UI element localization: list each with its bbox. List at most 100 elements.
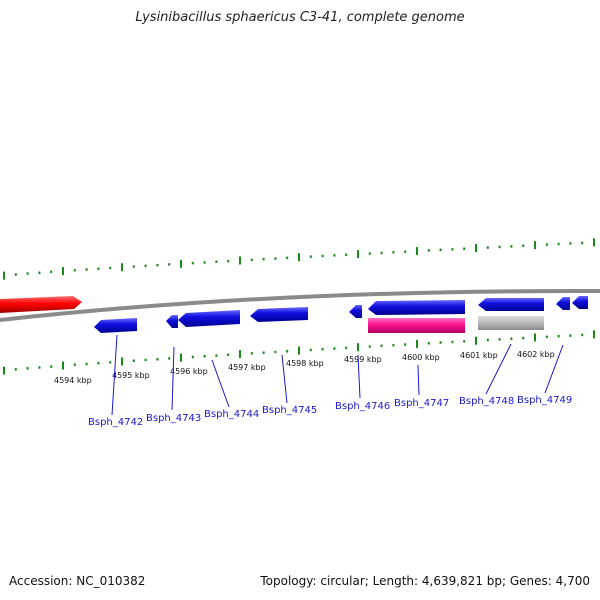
minor-tick <box>109 361 112 364</box>
minor-tick <box>510 337 513 340</box>
pseudogene-feature-bar[interactable] <box>478 316 544 330</box>
minor-tick <box>73 269 76 272</box>
minor-tick <box>156 358 159 361</box>
minor-tick <box>333 254 336 257</box>
minor-tick <box>404 250 407 253</box>
minor-tick <box>581 241 584 245</box>
gene-leader-line <box>171 346 175 411</box>
major-tick <box>475 336 477 345</box>
minor-tick <box>144 264 147 268</box>
minor-tick <box>227 353 230 356</box>
gene-arrow-bsph-4749b[interactable] <box>572 296 588 309</box>
minor-tick <box>286 350 289 353</box>
minor-tick <box>368 345 371 348</box>
gene-arrow-bsph-4744[interactable] <box>178 310 240 327</box>
gene-label[interactable]: Bsph_4747 <box>394 398 449 409</box>
ruler-label: 4597 kbp <box>228 363 266 372</box>
accession-text: Accession: NC_010382 <box>9 574 146 588</box>
minor-tick <box>486 246 489 249</box>
ruler-label: 4598 kbp <box>286 359 324 368</box>
minor-tick <box>451 248 454 251</box>
minor-tick <box>427 249 430 252</box>
major-tick <box>180 353 182 362</box>
minor-tick <box>510 245 513 248</box>
minor-tick <box>144 358 147 362</box>
major-tick <box>298 253 300 262</box>
minor-tick <box>309 348 312 352</box>
ruler-label: 4599 kbp <box>344 355 382 364</box>
minor-tick <box>38 366 41 369</box>
minor-tick <box>463 340 466 343</box>
gene-label[interactable]: Bsph_4745 <box>262 405 317 416</box>
minor-tick <box>569 334 572 337</box>
minor-tick <box>203 261 206 264</box>
minor-tick <box>392 344 395 347</box>
gene-label[interactable]: Bsph_4743 <box>146 413 201 424</box>
gene-arrow-bsph-4743[interactable] <box>166 315 178 328</box>
minor-tick <box>333 347 336 350</box>
minor-tick <box>50 270 53 274</box>
major-tick <box>239 256 241 265</box>
gene-arrow-bsph-4749a[interactable] <box>556 297 570 310</box>
minor-tick <box>486 338 489 342</box>
minor-tick <box>85 362 88 366</box>
gene-leader-line <box>111 334 118 416</box>
gene-label[interactable]: Bsph_4744 <box>204 409 259 420</box>
major-tick <box>62 361 64 370</box>
major-tick <box>239 350 241 359</box>
major-tick <box>3 271 5 280</box>
gene-leader-line <box>211 359 230 408</box>
ruler-label: 4596 kbp <box>170 367 208 376</box>
minor-tick <box>321 348 324 351</box>
minor-tick <box>26 272 29 275</box>
gene-arrow-bsph-4745[interactable] <box>250 307 308 322</box>
minor-tick <box>50 365 53 368</box>
minor-tick <box>97 361 100 365</box>
gene-arrow-bsph-4747[interactable] <box>368 300 465 315</box>
minor-tick <box>321 254 324 258</box>
minor-tick <box>368 252 371 255</box>
major-tick <box>357 250 359 259</box>
minor-tick <box>392 251 395 254</box>
gene-label[interactable]: Bsph_4749 <box>517 395 572 406</box>
minor-tick <box>309 255 312 258</box>
gene-arrow-bsph-4748[interactable] <box>478 298 544 311</box>
gene-leader-line <box>281 354 288 404</box>
gene-arrow-bsph-4746[interactable] <box>349 305 362 318</box>
genome-map[interactable]: 4594 kbp 4595 kbp 4596 kbp 4597 kbp 4598… <box>0 0 600 560</box>
minor-tick <box>262 257 265 261</box>
minor-tick <box>345 253 348 256</box>
minor-tick <box>14 368 17 371</box>
minor-tick <box>463 247 466 250</box>
gene-label[interactable]: Bsph_4742 <box>88 417 143 428</box>
minor-tick <box>250 258 253 262</box>
major-tick <box>3 366 5 375</box>
gene-label[interactable]: Bsph_4748 <box>459 396 514 407</box>
minor-tick <box>581 333 584 337</box>
major-tick <box>62 267 64 276</box>
gene-label[interactable]: Bsph_4746 <box>335 401 390 412</box>
rna-feature-bar[interactable] <box>368 318 465 333</box>
gene-leader-line <box>357 354 361 399</box>
minor-tick <box>215 354 218 357</box>
major-tick <box>475 244 477 253</box>
minor-tick <box>345 346 348 350</box>
major-tick <box>121 263 123 272</box>
ruler-label: 4595 kbp <box>112 371 150 380</box>
ruler-label: 4600 kbp <box>402 353 440 362</box>
minor-tick <box>427 342 430 345</box>
major-tick <box>121 357 123 366</box>
minor-tick <box>14 273 17 276</box>
minor-tick <box>227 259 230 263</box>
gene-arrow-bsph-4742[interactable] <box>94 318 137 333</box>
minor-tick <box>73 363 76 366</box>
minor-tick <box>569 242 572 245</box>
minor-tick <box>545 243 548 246</box>
minor-tick <box>286 256 289 260</box>
minor-tick <box>522 336 525 340</box>
ruler-label: 4594 kbp <box>54 376 92 385</box>
minor-tick <box>439 248 442 252</box>
highlighted-feature-arrow[interactable] <box>0 296 82 313</box>
minor-tick <box>191 261 194 265</box>
major-tick <box>416 339 418 348</box>
